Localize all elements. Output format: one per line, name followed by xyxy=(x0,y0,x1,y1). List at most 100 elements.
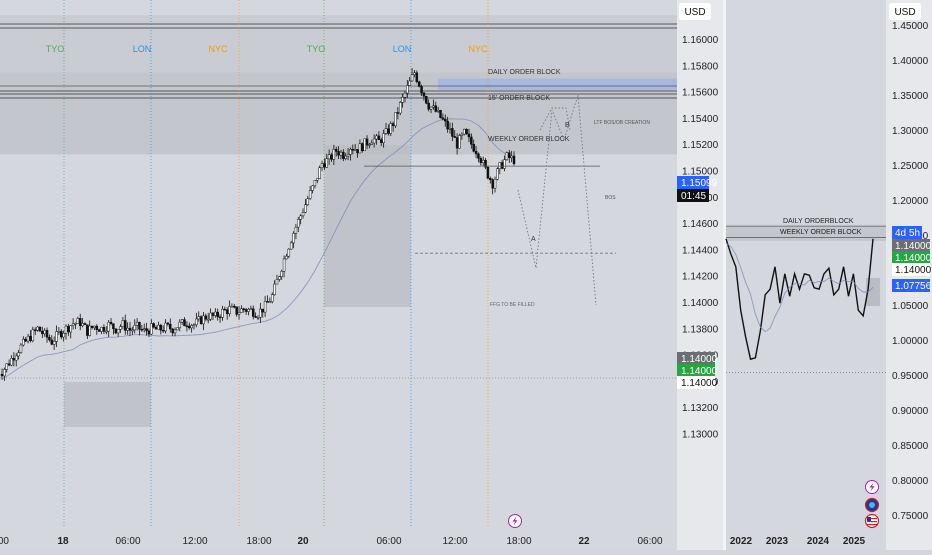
moving-average-line xyxy=(1,118,515,380)
candle-body xyxy=(496,168,499,180)
candle-body xyxy=(26,335,30,342)
candle-body xyxy=(285,255,288,260)
time-axis-tick: 20 xyxy=(297,536,309,547)
candle-body xyxy=(209,312,212,320)
candle-body xyxy=(43,330,46,335)
candle-body xyxy=(462,128,466,135)
candle-body xyxy=(429,106,433,110)
ffg-label: FFG TO BE FILLED xyxy=(490,302,535,308)
candle-body xyxy=(97,329,101,332)
projected-path-line xyxy=(539,107,571,131)
left-currency-box[interactable] xyxy=(679,3,711,20)
candle-body xyxy=(451,128,454,137)
candle-body xyxy=(500,162,504,169)
candle-body xyxy=(299,215,302,220)
right-green-badge xyxy=(892,251,930,264)
weekly-price-line xyxy=(725,238,874,361)
candle-body xyxy=(282,258,286,272)
candle-body xyxy=(142,328,146,330)
left-time-axis[interactable] xyxy=(0,528,677,550)
candle-body xyxy=(185,325,189,328)
candle-body xyxy=(124,320,127,331)
candle-body xyxy=(176,327,179,331)
candle-body xyxy=(169,324,172,330)
candle-body xyxy=(287,248,291,257)
lightning-icon[interactable] xyxy=(508,514,522,528)
candle-body xyxy=(498,162,502,169)
candle-body xyxy=(240,308,243,313)
candle-body xyxy=(138,321,141,330)
candle-body xyxy=(121,320,125,327)
candle-body xyxy=(81,323,84,326)
left-price-axis[interactable] xyxy=(677,0,723,550)
candle-body xyxy=(228,306,231,314)
right-white-badge xyxy=(892,263,930,276)
candle-body xyxy=(353,149,357,151)
candle-body xyxy=(368,144,371,146)
candle-body xyxy=(119,326,122,330)
order-block-15-label: 15' ORDER BLOCK xyxy=(488,95,550,102)
right-time-axis[interactable] xyxy=(726,528,886,550)
candle-body xyxy=(375,135,378,140)
grey-price-badge xyxy=(677,352,715,365)
candle-body xyxy=(166,322,170,325)
candle-body xyxy=(74,323,77,325)
right-price-tick: 0.95000 xyxy=(892,371,929,382)
green-price-badge xyxy=(677,364,715,377)
white-price-text: 1.14000 xyxy=(681,378,718,389)
consolidation-box xyxy=(324,145,411,307)
candle-body xyxy=(112,323,115,330)
candle-body xyxy=(270,294,274,302)
price-axis-tick: 1.13200 xyxy=(682,403,719,414)
candle-body xyxy=(275,279,279,285)
candle-body xyxy=(512,155,516,165)
candle-body xyxy=(102,327,106,332)
path-a-label: A xyxy=(531,236,536,243)
globe-event-icon[interactable] xyxy=(864,497,880,513)
candle-body xyxy=(436,110,440,112)
time-axis-tick: 12:00 xyxy=(182,536,207,547)
candle-body xyxy=(470,136,473,145)
candle-body xyxy=(432,105,435,108)
right-currency-box[interactable] xyxy=(889,3,921,20)
current-price-text: 1.15099 xyxy=(681,178,718,189)
time-axis-tick: 18:00 xyxy=(506,536,531,547)
candle-body xyxy=(427,102,430,110)
right-white-text: 1.14000 xyxy=(895,265,932,276)
candle-body xyxy=(17,352,20,357)
price-axis-tick: 1.14400 xyxy=(682,245,719,256)
candle-body xyxy=(69,325,72,333)
candle-body xyxy=(214,311,217,316)
candle-body xyxy=(304,204,307,213)
candle-body xyxy=(349,148,352,155)
us-flag-icon[interactable] xyxy=(864,513,880,529)
candle-body xyxy=(365,138,369,146)
candle-body xyxy=(230,305,234,308)
candle-body xyxy=(147,330,151,335)
candle-body xyxy=(311,185,314,191)
candle-body xyxy=(225,309,229,314)
candle-body xyxy=(12,358,16,361)
candle-body xyxy=(78,318,82,326)
candle-body xyxy=(313,180,317,187)
candle-body xyxy=(249,308,253,310)
candle-body xyxy=(33,329,37,332)
candle-body xyxy=(425,96,428,104)
pane-divider[interactable] xyxy=(723,0,726,550)
right-countdown-badge xyxy=(892,226,922,239)
candle-body xyxy=(316,178,319,181)
candle-body xyxy=(460,133,464,136)
candle-body xyxy=(434,105,438,112)
lightning-icon[interactable] xyxy=(865,480,879,494)
candle-body xyxy=(439,110,442,118)
right-green-text: 1.14000 xyxy=(895,253,932,264)
candle-body xyxy=(116,329,120,334)
candle-body xyxy=(252,308,255,317)
candle-body xyxy=(481,159,485,163)
countdown-text: 01:45 xyxy=(681,191,706,202)
right-price-tick: 1.00000 xyxy=(892,336,929,347)
candle-body xyxy=(401,96,404,103)
candle-body xyxy=(178,321,182,329)
candle-body xyxy=(36,326,39,331)
candle-body xyxy=(237,312,241,315)
